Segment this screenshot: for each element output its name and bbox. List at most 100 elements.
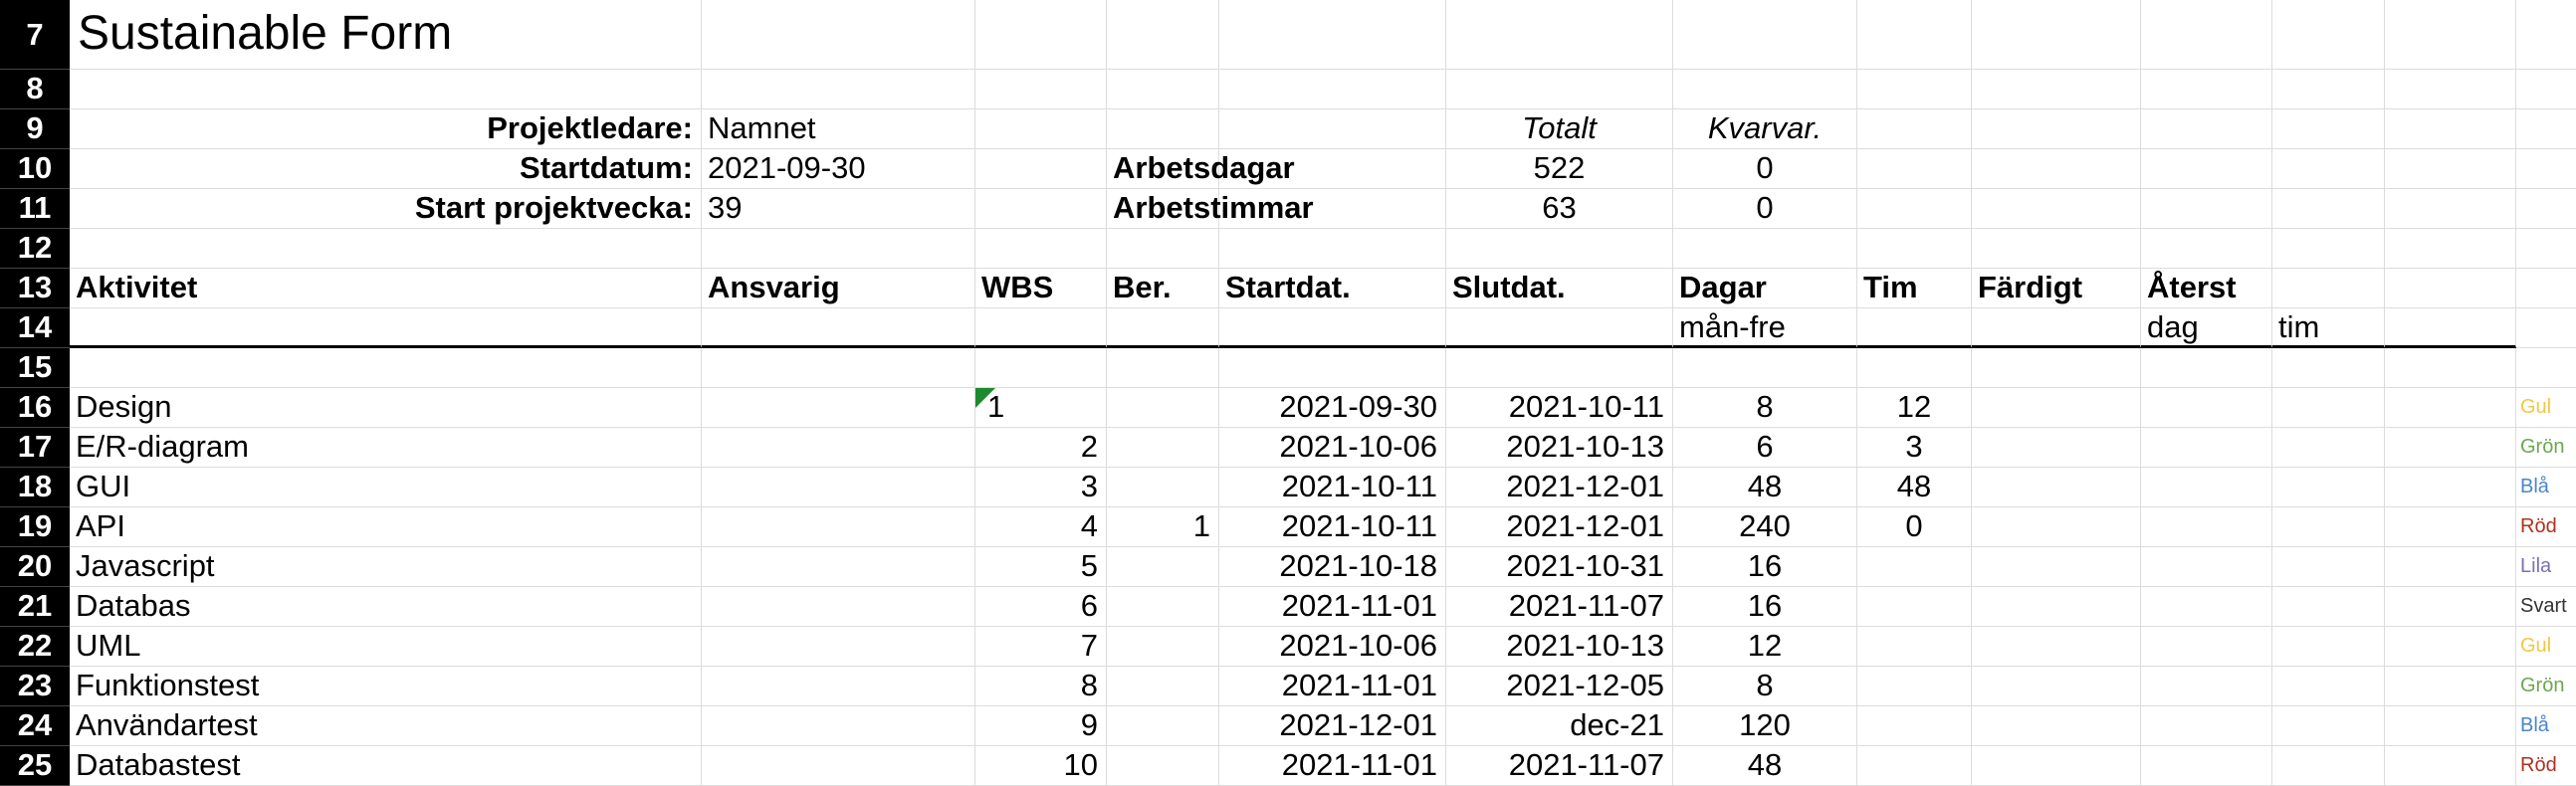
- cell[interactable]: [1107, 70, 1219, 109]
- task-color-label[interactable]: Röd: [2516, 746, 2576, 786]
- cell[interactable]: [1972, 667, 2141, 706]
- task-name[interactable]: Funktionstest: [70, 667, 702, 706]
- cell[interactable]: [2141, 587, 2272, 627]
- cell[interactable]: [2141, 706, 2272, 746]
- cell[interactable]: [1857, 229, 1972, 269]
- row-header[interactable]: 25: [0, 746, 70, 786]
- cell[interactable]: [1673, 229, 1857, 269]
- cell[interactable]: [1972, 229, 2141, 269]
- row-header[interactable]: 16: [0, 388, 70, 428]
- cell[interactable]: [2272, 627, 2385, 667]
- task-name[interactable]: GUI: [70, 468, 702, 507]
- task-ber[interactable]: [1107, 388, 1219, 428]
- task-ansvarig[interactable]: [702, 667, 975, 706]
- row-header[interactable]: 21: [0, 587, 70, 627]
- task-color-label[interactable]: Blå: [2516, 468, 2576, 507]
- task-wbs[interactable]: 5: [975, 547, 1107, 587]
- row-header[interactable]: 20: [0, 547, 70, 587]
- cell[interactable]: [702, 229, 975, 269]
- header-dagar-sub[interactable]: mån-fre: [1673, 308, 1857, 348]
- task-slutdat[interactable]: 2021-11-07: [1446, 587, 1673, 627]
- cell[interactable]: [2516, 189, 2576, 229]
- cell[interactable]: [2272, 70, 2385, 109]
- row-header[interactable]: 18: [0, 468, 70, 507]
- cell[interactable]: [2141, 388, 2272, 428]
- task-name[interactable]: Javascript: [70, 547, 702, 587]
- cell[interactable]: [2141, 547, 2272, 587]
- cell[interactable]: [702, 0, 975, 70]
- cell[interactable]: [975, 348, 1107, 388]
- task-dagar[interactable]: 8: [1673, 667, 1857, 706]
- task-wbs[interactable]: 10: [975, 746, 1107, 786]
- cell[interactable]: [1857, 70, 1972, 109]
- cell[interactable]: [2141, 627, 2272, 667]
- cell[interactable]: [1107, 109, 1219, 149]
- arbetstimmar-kvar[interactable]: 0: [1673, 189, 1857, 229]
- cell[interactable]: [2141, 70, 2272, 109]
- cell[interactable]: [2385, 0, 2516, 70]
- cell[interactable]: [1857, 109, 1972, 149]
- cell[interactable]: [2272, 507, 2385, 547]
- task-dagar[interactable]: 16: [1673, 547, 1857, 587]
- task-dagar[interactable]: 16: [1673, 587, 1857, 627]
- task-slutdat[interactable]: 2021-12-05: [1446, 667, 1673, 706]
- task-ansvarig[interactable]: [702, 428, 975, 468]
- header-ber[interactable]: Ber.: [1107, 269, 1219, 308]
- cell[interactable]: [2141, 229, 2272, 269]
- cell[interactable]: [975, 0, 1107, 70]
- row-header[interactable]: 15: [0, 348, 70, 388]
- cell[interactable]: [1219, 348, 1446, 388]
- task-slutdat[interactable]: 2021-10-13: [1446, 627, 1673, 667]
- task-name[interactable]: Databastest: [70, 746, 702, 786]
- cell[interactable]: [1972, 507, 2141, 547]
- header-aterst-tim[interactable]: tim: [2272, 308, 2385, 348]
- task-color-label[interactable]: Gul: [2516, 627, 2576, 667]
- cell[interactable]: [1972, 627, 2141, 667]
- cell[interactable]: [2385, 428, 2516, 468]
- task-ber[interactable]: [1107, 587, 1219, 627]
- task-color-label[interactable]: Gul: [2516, 388, 2576, 428]
- cell[interactable]: [2516, 0, 2576, 70]
- header-aterst[interactable]: Återst: [2141, 269, 2272, 308]
- cell[interactable]: [1219, 149, 1446, 189]
- task-dagar[interactable]: 48: [1673, 746, 1857, 786]
- cell[interactable]: [2272, 587, 2385, 627]
- cell[interactable]: [1219, 70, 1446, 109]
- cell[interactable]: [2385, 269, 2516, 308]
- task-tim[interactable]: 3: [1857, 428, 1972, 468]
- cell[interactable]: [2516, 70, 2576, 109]
- task-color-label[interactable]: Röd: [2516, 507, 2576, 547]
- task-name[interactable]: Användartest: [70, 706, 702, 746]
- cell[interactable]: [1446, 308, 1673, 348]
- cell[interactable]: [2516, 269, 2576, 308]
- task-dagar[interactable]: 120: [1673, 706, 1857, 746]
- startdatum-value[interactable]: 2021-09-30: [702, 149, 975, 189]
- projektledare-label[interactable]: Projektledare:: [70, 109, 702, 149]
- task-ber[interactable]: [1107, 428, 1219, 468]
- task-startdat[interactable]: 2021-09-30: [1219, 388, 1446, 428]
- header-aterst-dag[interactable]: dag: [2141, 308, 2272, 348]
- cell[interactable]: [2385, 468, 2516, 507]
- task-startdat[interactable]: 2021-10-06: [1219, 627, 1446, 667]
- task-slutdat[interactable]: 2021-10-13: [1446, 428, 1673, 468]
- task-wbs[interactable]: 3: [975, 468, 1107, 507]
- cell[interactable]: [70, 70, 702, 109]
- cell[interactable]: [1857, 189, 1972, 229]
- cell[interactable]: [1673, 348, 1857, 388]
- cell[interactable]: [2516, 109, 2576, 149]
- task-tim[interactable]: [1857, 627, 1972, 667]
- cell[interactable]: [2272, 388, 2385, 428]
- totalt-label[interactable]: Totalt: [1446, 109, 1673, 149]
- cell[interactable]: [2272, 189, 2385, 229]
- cell[interactable]: [2385, 667, 2516, 706]
- cell[interactable]: [1972, 388, 2141, 428]
- cell[interactable]: [2141, 149, 2272, 189]
- task-slutdat[interactable]: 2021-12-01: [1446, 507, 1673, 547]
- cell[interactable]: [1972, 468, 2141, 507]
- cell[interactable]: [2385, 229, 2516, 269]
- task-startdat[interactable]: 2021-10-11: [1219, 507, 1446, 547]
- cell[interactable]: [1446, 0, 1673, 70]
- task-tim[interactable]: [1857, 667, 1972, 706]
- kvarvar-label[interactable]: Kvarvar.: [1673, 109, 1857, 149]
- task-ber[interactable]: [1107, 746, 1219, 786]
